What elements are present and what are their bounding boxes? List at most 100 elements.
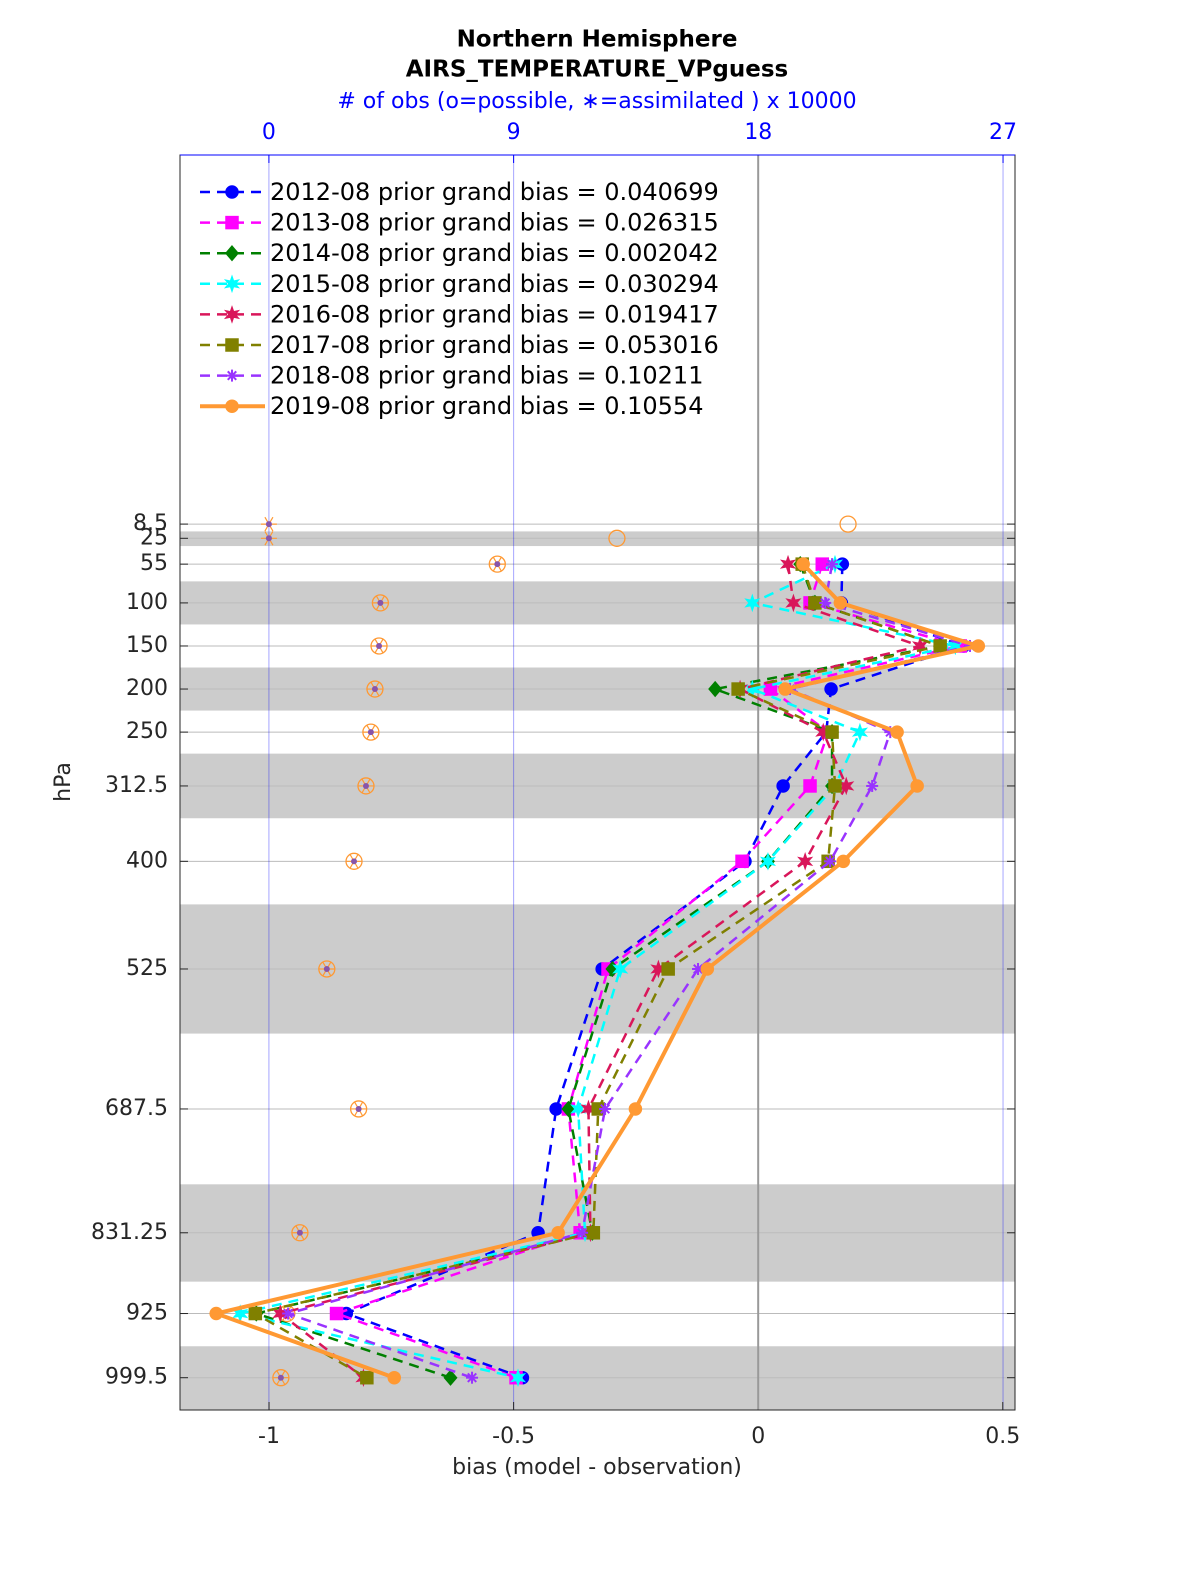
marker [225, 215, 239, 230]
legend-label: 2016-08 prior grand bias = 0.019417 [270, 300, 719, 328]
marker-shape [825, 725, 839, 739]
y-tick-label: 831.25 [91, 1220, 168, 1245]
marker-shape [362, 782, 369, 789]
marker [708, 680, 723, 698]
obs-assimilated-marker [372, 595, 389, 611]
marker-shape [808, 596, 822, 610]
marker [833, 596, 848, 610]
marker-shape [785, 593, 802, 613]
marker-shape [283, 1308, 294, 1319]
marker [225, 245, 239, 262]
chart-title: Northern Hemisphere [457, 27, 738, 53]
legend-label: 2012-08 prior grand bias = 0.040699 [270, 178, 719, 206]
marker-shape [329, 1306, 344, 1321]
marker-shape [910, 779, 924, 793]
marker [825, 725, 839, 739]
marker [443, 1369, 458, 1386]
marker [851, 722, 869, 742]
y-tick-label: 312.5 [105, 773, 168, 798]
marker-shape [731, 682, 745, 696]
marker [759, 851, 777, 871]
marker [803, 779, 817, 793]
x2-tick-label: 9 [507, 120, 521, 145]
marker [661, 962, 675, 976]
x-tick-label: -0.5 [492, 1424, 535, 1449]
obs-assimilated-marker [346, 854, 363, 869]
marker-shape [577, 1227, 588, 1238]
marker-shape [797, 851, 814, 871]
marker-shape [323, 965, 330, 972]
marker [628, 1102, 643, 1116]
y-tick-label: 100 [126, 590, 168, 615]
x2-tick-label: 0 [262, 120, 276, 145]
marker-shape [367, 729, 374, 736]
marker-shape [851, 722, 869, 742]
marker-shape [223, 274, 241, 294]
marker [225, 185, 239, 199]
marker [776, 779, 790, 793]
y-tick-label: 925 [126, 1301, 168, 1326]
obs-assimilated-marker [362, 724, 379, 740]
legend-label: 2015-08 prior grand bias = 0.030294 [270, 270, 719, 298]
marker-shape [796, 557, 810, 571]
x2-axis-label: # of obs (o=possible, ∗=assimilated ) x … [337, 89, 856, 114]
y-tick-label: 25 [140, 525, 168, 550]
marker [735, 854, 749, 869]
obs-assimilated-marker [260, 516, 277, 532]
marker-shape [209, 1306, 223, 1321]
marker-shape [551, 1226, 565, 1240]
marker [586, 1226, 601, 1240]
x-tick-label: -1 [258, 1424, 280, 1449]
legend-label: 2017-08 prior grand bias = 0.053016 [270, 331, 719, 359]
x-tick-label: 0.5 [985, 1424, 1020, 1449]
obs-assimilated-marker [260, 531, 277, 546]
y-tick-label: 150 [126, 633, 168, 658]
marker-shape [225, 338, 239, 352]
marker-shape [803, 779, 817, 793]
marker-shape [708, 680, 723, 698]
marker-shape [371, 686, 378, 693]
marker-shape [779, 554, 797, 574]
marker [225, 338, 239, 352]
obs-possible-marker [839, 515, 857, 533]
obs-assimilated-marker [489, 556, 506, 572]
obs-assimilated-marker [272, 1370, 289, 1385]
marker [779, 554, 797, 574]
legend-label: 2018-08 prior grand bias = 0.10211 [270, 362, 703, 390]
marker-shape [376, 642, 383, 649]
marker-shape [549, 1102, 563, 1116]
marker [836, 854, 851, 869]
x-tick-label: 0 [751, 1424, 765, 1449]
marker-shape [700, 962, 715, 976]
marker-shape [227, 370, 237, 381]
marker [551, 1226, 565, 1240]
marker [466, 1371, 479, 1384]
marker [826, 558, 839, 571]
y-tick-label: 400 [126, 848, 168, 873]
y-tick-label: 8.5 [133, 511, 168, 536]
marker-shape [225, 399, 239, 413]
marker-shape [824, 682, 838, 696]
marker-shape [735, 854, 749, 869]
marker [360, 1370, 374, 1385]
obs-possible-marker [608, 529, 626, 547]
marker [890, 725, 904, 739]
marker [824, 682, 838, 696]
marker [971, 639, 986, 653]
marker-shape [778, 682, 792, 696]
marker [223, 274, 241, 294]
marker [785, 593, 802, 613]
marker [329, 1306, 344, 1321]
obs-assimilated-marker [357, 778, 374, 794]
x2-tick-label: 27 [989, 120, 1017, 145]
marker [387, 1370, 402, 1385]
obs-assimilated-marker [366, 681, 383, 697]
marker [549, 1102, 563, 1116]
marker [866, 779, 879, 792]
marker [576, 1226, 589, 1239]
marker-shape [820, 597, 831, 608]
marker [248, 1306, 263, 1321]
marker-shape [265, 535, 272, 542]
marker [612, 959, 629, 979]
